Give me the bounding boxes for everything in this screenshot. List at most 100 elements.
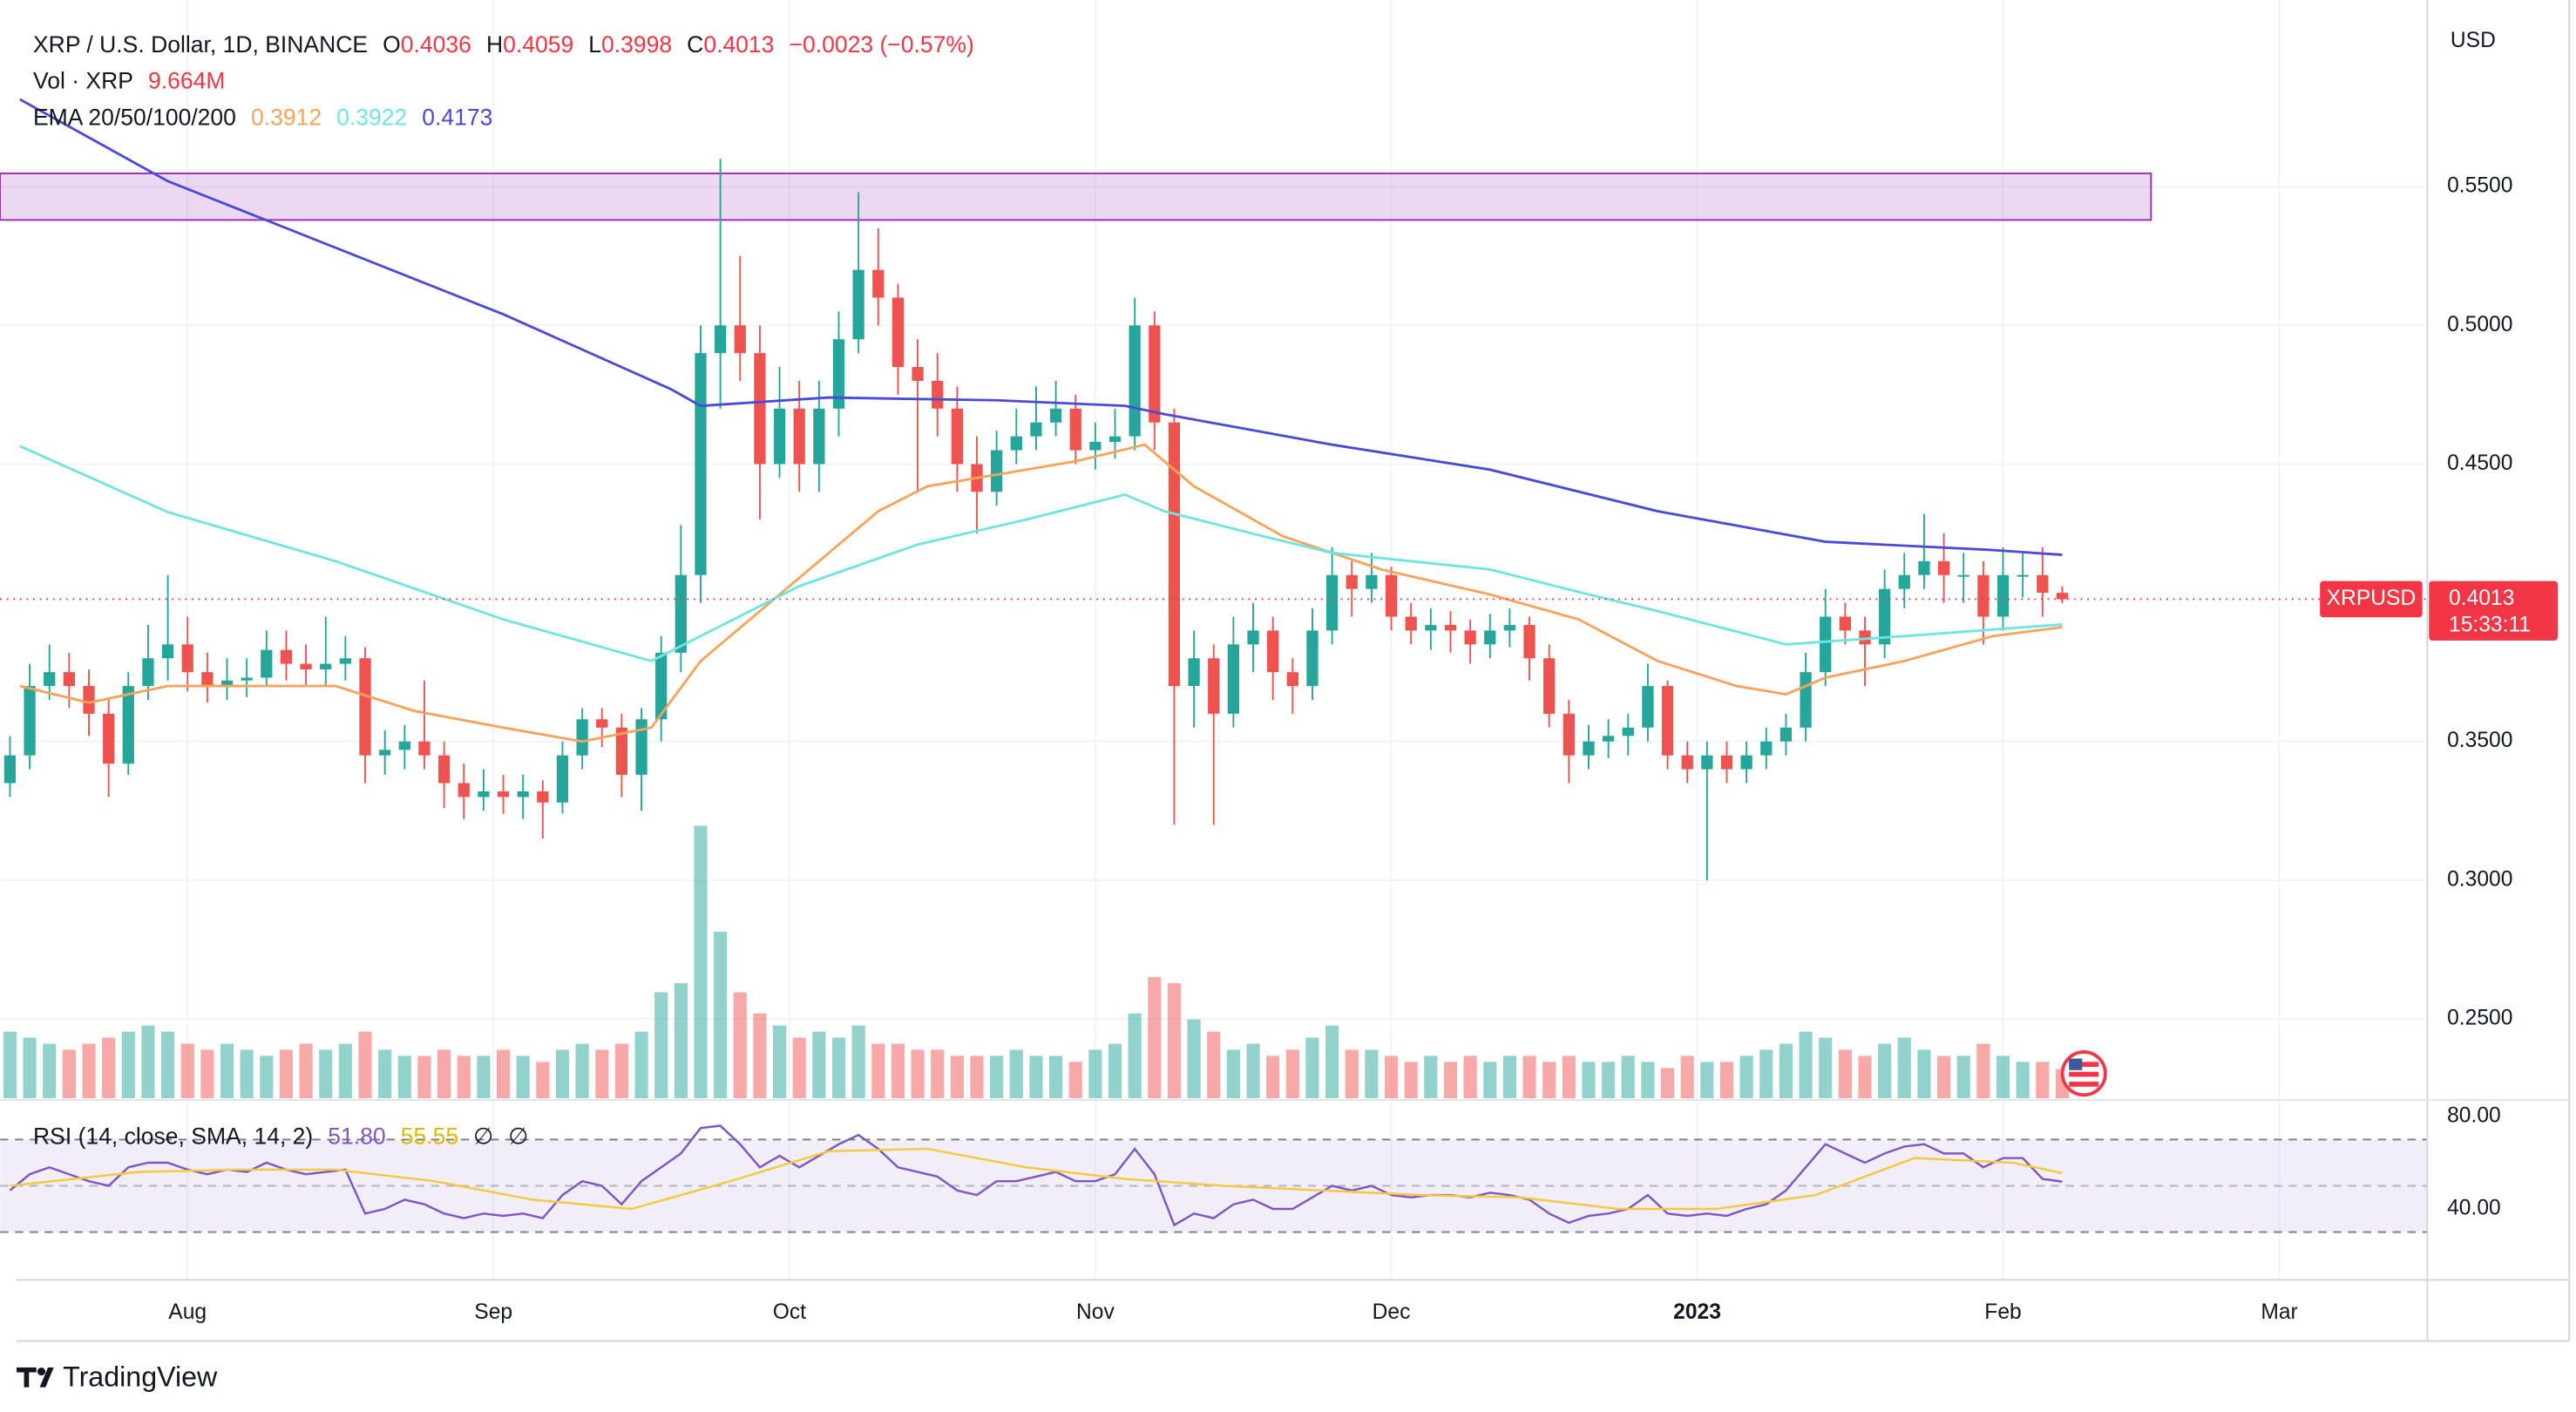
candle-body — [1622, 727, 1634, 737]
candle-body — [1879, 588, 1891, 645]
volume-bar — [1068, 1062, 1082, 1098]
volume-bar — [1858, 1056, 1872, 1098]
candle-body — [1366, 574, 1378, 589]
flag-stripe — [2069, 1071, 2099, 1077]
rsi-line — [9, 1124, 2063, 1227]
rsi-extra: ∅ — [473, 1123, 493, 1149]
y-tick-label: 0.4500 — [2447, 451, 2512, 475]
volume-bar — [1187, 1019, 1201, 1098]
candle-body — [44, 672, 56, 687]
candle-body — [339, 658, 352, 664]
candle-body — [1937, 560, 1950, 575]
candle-body — [2037, 574, 2049, 594]
candle-body — [1977, 574, 1990, 617]
volume-bar — [161, 1031, 175, 1098]
candle-body — [576, 719, 588, 756]
candle-body — [458, 783, 470, 798]
x-tick-label: Feb — [1984, 1300, 2021, 1324]
volume-bar — [43, 1043, 57, 1098]
volume-bar — [831, 1037, 846, 1098]
ema-label: EMA 20/50/100/200 — [33, 104, 236, 130]
flag-icon — [2060, 1050, 2107, 1097]
candle-body — [83, 686, 95, 714]
candle-body — [1760, 741, 1773, 756]
volume-bar — [102, 1037, 116, 1098]
volume-bar — [1976, 1043, 1990, 1098]
candle-body — [2056, 593, 2069, 600]
volume-bar — [279, 1049, 294, 1098]
candle-body — [991, 450, 1003, 492]
volume-bar — [634, 1031, 648, 1098]
volume-bar — [1680, 1056, 1694, 1098]
flag-canton — [2069, 1058, 2083, 1070]
volume-bar — [2016, 1062, 2030, 1098]
volume-bar — [319, 1049, 333, 1098]
volume-bar — [674, 983, 688, 1098]
candle-body — [1779, 727, 1793, 742]
volume-bar — [1602, 1062, 1616, 1098]
price-pane — [0, 98, 2428, 1098]
ohlc-value: 0.4059 — [503, 31, 573, 58]
ema-value: 0.4173 — [422, 104, 492, 130]
candle-body — [398, 741, 410, 750]
candle-body — [1839, 616, 1851, 631]
volume-bar — [220, 1043, 234, 1098]
candle-body — [478, 791, 490, 798]
flag-stripe — [2069, 1082, 2099, 1087]
volume-bar — [1226, 1049, 1240, 1098]
candle-body — [1129, 325, 1141, 437]
candle-body — [63, 672, 75, 687]
brand-name: TradingView — [63, 1361, 218, 1393]
x-tick-label: 2023 — [1673, 1300, 1721, 1324]
candle-body — [1583, 741, 1595, 756]
candle-body — [1957, 574, 1969, 577]
candle-body — [912, 367, 924, 381]
volume-bar — [694, 825, 708, 1098]
volume-bar — [299, 1043, 313, 1098]
volume-bar — [1148, 977, 1162, 1098]
volume-bar — [1049, 1056, 1063, 1098]
volume-bar — [358, 1031, 372, 1098]
volume-bar — [1285, 1049, 1299, 1098]
candle-body — [1602, 736, 1615, 742]
brand-logo-dot — [37, 1368, 46, 1376]
volume-bar — [950, 1056, 964, 1098]
volume-bar — [1838, 1049, 1852, 1098]
ohlc-value: 0.4036 — [401, 31, 471, 58]
volume-bar — [1345, 1049, 1359, 1098]
volume-label: Vol · XRP — [33, 68, 133, 94]
volume-bar — [575, 1043, 589, 1098]
volume-bar — [121, 1031, 135, 1098]
candle-body — [695, 353, 707, 575]
price-tag-countdown: 15:33:11 — [2449, 613, 2531, 636]
volume-bar — [970, 1056, 984, 1098]
candle-body — [1010, 436, 1022, 451]
volume-bar — [62, 1049, 76, 1098]
candle-body — [359, 658, 371, 756]
volume-bar — [1502, 1056, 1516, 1098]
volume-bar — [1305, 1037, 1319, 1098]
volume-bar — [871, 1043, 885, 1098]
volume-bar — [1996, 1056, 2010, 1098]
volume-bar — [437, 1049, 451, 1098]
volume-bar — [1266, 1056, 1280, 1098]
price-tag — [2429, 580, 2559, 641]
candle-body — [1188, 658, 1200, 687]
candle-body — [181, 644, 193, 673]
volume-bar — [1167, 983, 1182, 1098]
volume-bar — [614, 1043, 628, 1098]
candle-body — [1642, 686, 1654, 728]
volume-bar — [851, 1025, 865, 1098]
volume-bar — [378, 1049, 392, 1098]
candle-body — [1247, 630, 1259, 645]
candle-body — [24, 686, 36, 756]
candle-body — [1108, 436, 1122, 442]
y-tick-label: 0.5500 — [2447, 174, 2512, 198]
candle-body — [1227, 644, 1240, 714]
candle-body — [596, 719, 608, 728]
candle-body — [300, 663, 312, 669]
change: −0.0023 (−0.57%) — [789, 31, 973, 58]
candle-body — [1543, 658, 1556, 714]
ema-line — [19, 445, 2063, 662]
